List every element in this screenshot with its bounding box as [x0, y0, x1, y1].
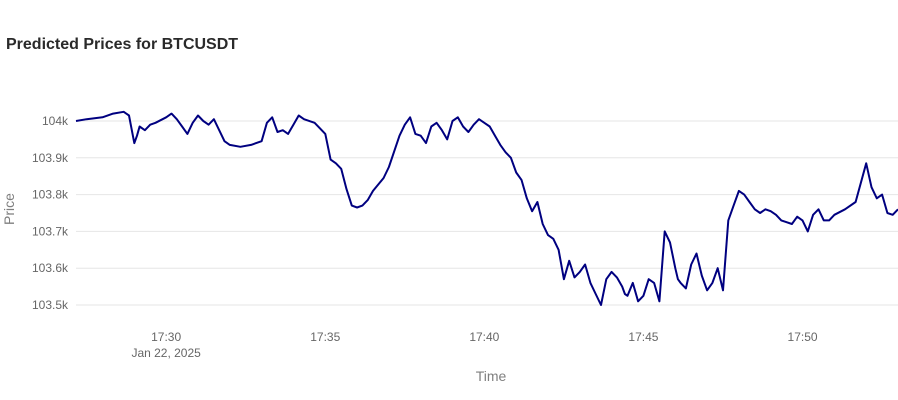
x-date-label: Jan 22, 2025	[131, 346, 201, 360]
price-series-line	[75, 110, 898, 306]
y-axis-title: Price	[1, 193, 17, 225]
y-tick-label: 103.7k	[32, 224, 69, 238]
x-axis-title: Time	[476, 368, 507, 384]
chart-title: Predicted Prices for BTCUSDT	[6, 36, 239, 53]
x-tick-label: 17:40	[469, 330, 499, 344]
x-tick-label: 17:50	[788, 330, 818, 344]
y-tick-label: 103.5k	[32, 298, 69, 312]
y-tick-label: 103.6k	[32, 261, 69, 275]
y-tick-label: 103.8k	[32, 188, 69, 202]
grid-lines	[76, 120, 898, 306]
y-tick-labels: 103.5k 103.6k 103.7k 103.8k 103.9k 104k	[32, 114, 69, 312]
x-tick-labels: 17:30 17:35 17:40 17:45 17:50	[151, 330, 818, 344]
x-tick-label: 17:45	[628, 330, 658, 344]
y-tick-label: 103.9k	[32, 151, 69, 165]
y-tick-label: 104k	[42, 114, 69, 128]
x-tick-label: 17:35	[310, 330, 340, 344]
x-tick-label: 17:30	[151, 330, 181, 344]
